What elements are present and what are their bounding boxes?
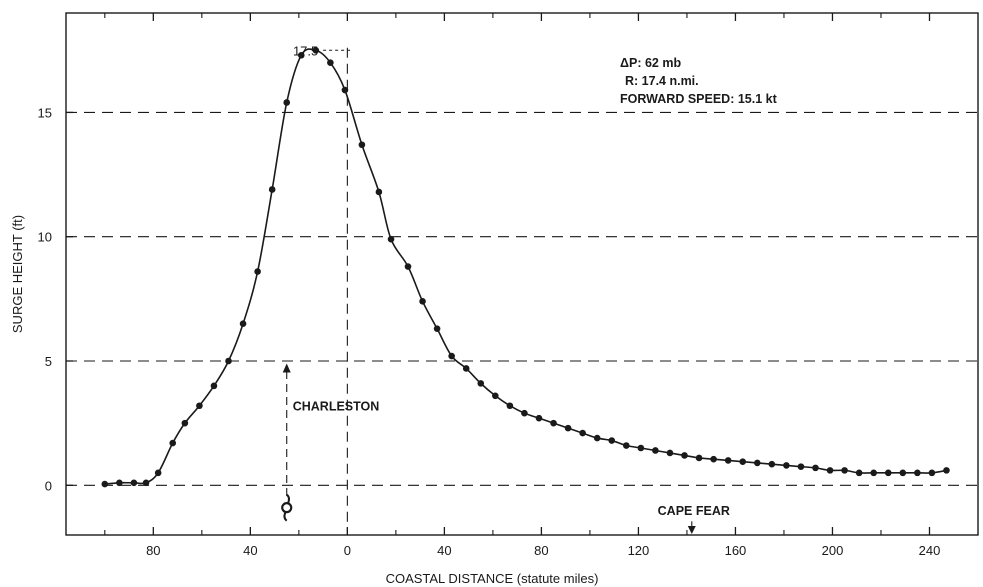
data-point [710,455,717,463]
data-point [154,469,162,477]
data-point [826,467,834,474]
data-point [196,402,203,410]
data-point [870,469,878,477]
data-point [181,419,189,427]
data-point [783,462,790,469]
data-point [695,454,703,462]
x-axis-label: COASTAL DISTANCE (statute miles) [386,571,599,586]
data-point [550,419,557,427]
data-point [899,469,907,477]
data-point [535,414,543,422]
surge-curve-line [104,48,947,485]
data-point [327,59,334,67]
data-point [142,479,150,487]
data-point [884,469,892,477]
data-point [593,434,601,442]
data-point [943,467,950,474]
hurricane-symbol-tail-bottom [283,511,288,522]
delta-p-text: ΔP: 62 mb [620,56,681,70]
x-tick-label: 200 [822,543,844,558]
charleston-arrowhead [282,363,291,373]
data-point [506,402,514,410]
data-point [797,463,805,470]
x-tick-label: 160 [725,543,747,558]
data-point [914,469,921,477]
x-tick-label: 240 [919,543,941,558]
data-point [283,99,291,106]
data-point [225,357,232,365]
x-tick-label: 40 [437,543,451,558]
data-point [928,469,936,477]
data-point [652,447,659,454]
data-point [579,429,586,437]
data-point [404,263,412,270]
data-point [462,365,470,372]
x-tick-label: 120 [628,543,650,558]
data-point [268,186,276,193]
data-point [666,449,674,457]
x-tick-label: 0 [344,543,351,558]
data-point [608,437,616,444]
hurricane-symbol-icon [281,502,293,514]
data-point [433,325,441,332]
data-point [477,380,485,387]
plot-frame [65,12,979,536]
data-point [254,268,261,275]
data-point [637,444,645,452]
data-point [753,459,761,467]
data-point [812,464,819,472]
data-point [375,188,383,196]
data-point [681,452,688,459]
data-point [312,46,320,54]
annotations: 17.5ΔP: 62 mbR: 17.4 n.mi.FORWARD SPEED:… [281,43,778,535]
data-point [387,235,395,243]
y-tick-labels: 0 5 10 15 [38,105,52,493]
data-point [358,141,366,149]
data-point [169,439,177,447]
data-point [492,392,499,400]
data-point [210,382,218,390]
y-tick-label: 0 [45,478,52,493]
surge-series [101,46,950,488]
hurricane-symbol-tail-top [286,493,290,505]
data-point [297,51,305,59]
data-point [448,352,455,360]
y-tick-label: 10 [38,230,52,245]
charleston-label: CHARLESTON [293,400,380,414]
x-tick-labels: 80 40 0 40 80 120 160 200 240 [146,543,940,558]
plot-border [65,12,979,536]
data-point [724,457,732,464]
x-tick-label: 40 [243,543,257,558]
gridlines [66,111,978,486]
axis-ticks [66,13,931,535]
data-point [855,469,863,477]
data-point [130,479,138,487]
data-point [341,86,349,94]
y-axis-label: SURGE HEIGHT (ft) [10,215,25,333]
data-point [564,424,572,432]
data-point [116,479,123,487]
data-point [739,458,747,465]
data-point [101,480,109,488]
x-tick-label: 80 [534,543,548,558]
cape-fear-arrowhead [687,526,696,534]
x-tick-label: 80 [146,543,160,558]
data-point [768,460,776,468]
radius-text: R: 17.4 n.mi. [625,74,699,88]
cape-fear-label: CAPE FEAR [658,504,730,518]
data-point [521,409,528,417]
data-point [622,442,630,449]
data-point [419,298,426,305]
y-tick-label: 5 [45,354,52,369]
forward-speed-text: FORWARD SPEED: 15.1 kt [620,92,778,106]
data-point [841,467,848,474]
y-tick-label: 15 [38,105,52,120]
data-point [239,320,247,328]
